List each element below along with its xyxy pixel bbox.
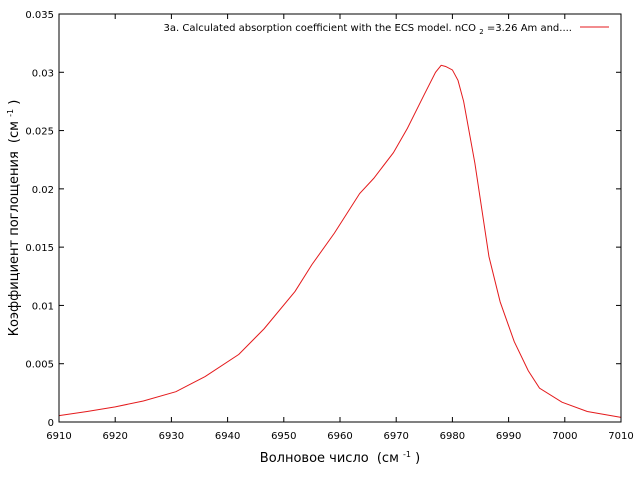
y-axis-unit-sup: -1 bbox=[6, 109, 15, 117]
y-tick-label: 0.01 bbox=[32, 301, 54, 312]
series-line-0 bbox=[58, 64, 622, 418]
x-axis-title: Волновое число (см -1 ) bbox=[260, 446, 420, 466]
y-axis-title-text: Коэффициент поглощения bbox=[7, 151, 22, 336]
x-tick-label: 6920 bbox=[102, 431, 127, 442]
y-tick-label: 0.005 bbox=[25, 360, 54, 371]
x-axis-unit: (см bbox=[377, 451, 399, 466]
y-tick-label: 0.015 bbox=[25, 243, 54, 254]
x-tick-label: 6930 bbox=[159, 431, 184, 442]
legend: 3a. Calculated absorption coefficient wi… bbox=[164, 23, 609, 37]
legend-label-post: =3.26 Am and.... bbox=[487, 23, 572, 34]
x-tick-label: 6950 bbox=[271, 431, 296, 442]
legend-label-pre: 3a. Calculated absorption coefficient wi… bbox=[164, 23, 477, 34]
x-tick-label: 6910 bbox=[46, 431, 71, 442]
ticks-layer: 6910 6920 6930 6940 6950 6960 6970 6980 6990 7000… bbox=[25, 10, 633, 442]
x-tick-label: 7000 bbox=[552, 431, 577, 442]
y-tick-label: 0.025 bbox=[25, 127, 54, 138]
y-axis-title: Коэффициент поглощения (см -1 ) bbox=[2, 100, 22, 337]
x-tick-label: 6940 bbox=[215, 431, 240, 442]
y-axis-unit-end: ) bbox=[7, 100, 22, 105]
x-tick-label: 7010 bbox=[608, 431, 633, 442]
x-tick-label: 6970 bbox=[383, 431, 408, 442]
y-tick-label: 0.035 bbox=[25, 10, 54, 21]
y-tick-label: 0 bbox=[48, 418, 54, 429]
x-tick-label: 6990 bbox=[496, 431, 521, 442]
data-layer bbox=[58, 64, 622, 418]
y-axis-unit: (см bbox=[7, 121, 22, 143]
y-tick-label: 0.03 bbox=[32, 68, 54, 79]
x-axis-unit-end: ) bbox=[415, 451, 420, 466]
x-axis-unit-sup: -1 bbox=[403, 450, 411, 459]
plot-frame bbox=[58, 13, 622, 423]
x-tick-label: 6960 bbox=[327, 431, 352, 442]
x-tick-label: 6980 bbox=[440, 431, 465, 442]
legend-label-sub: 2 bbox=[479, 28, 483, 36]
y-tick-label: 0.02 bbox=[32, 185, 54, 196]
x-axis-title-text: Волновое число bbox=[260, 451, 369, 466]
legend-label: 3a. Calculated absorption coefficient wi… bbox=[164, 23, 572, 37]
